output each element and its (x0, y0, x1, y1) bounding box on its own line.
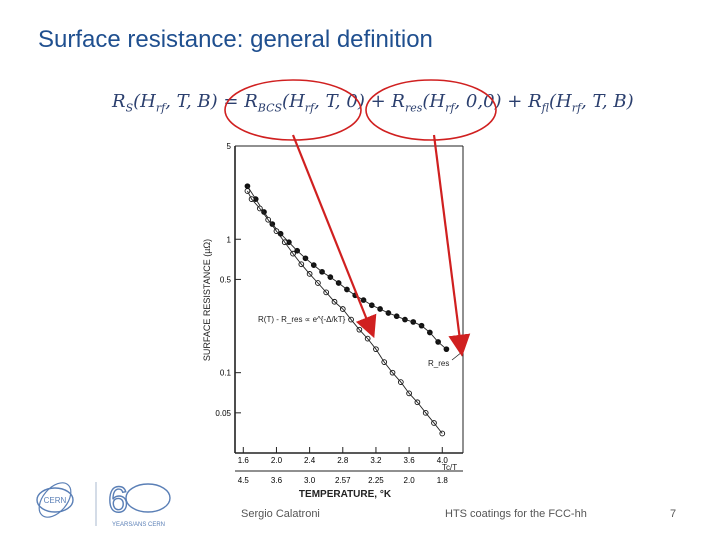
x-tick-label-top: 3.2 (370, 456, 382, 465)
formula-term-bcs: RBCS(Hrf, T, 0) (244, 91, 365, 115)
svg-text:CERN: CERN (44, 496, 67, 505)
y-tick-label: 5 (227, 142, 232, 151)
y-tick-label: 0.1 (220, 369, 232, 378)
x-tick-label-top: 4.0 (437, 456, 449, 465)
x-tick-label-top: 1.6 (238, 456, 250, 465)
x-axis-ticks: 1.6 2.0 2.4 2.8 3.2 3.6 4.0 4.5 3.6 3.0 2.57 2.25 2.… (235, 447, 463, 485)
plot-axes (234, 145, 464, 454)
slide-title: Surface resistance: general definition (38, 26, 433, 53)
svg-text:6: 6 (108, 479, 128, 520)
x-top-unit: Tc/T (442, 463, 457, 472)
x-axis-label: TEMPERATURE, °K (299, 489, 392, 500)
y-tick-label: 0.05 (215, 409, 231, 418)
footer-page-number: 7 (670, 508, 677, 520)
y-tick-label: 1 (227, 235, 232, 244)
annotation-exponential: R(T) - R_res ∝ e^{-Δ/kT} (258, 315, 346, 324)
y-axis-ticks: 5 1 0.5 0.1 0.05 (215, 142, 241, 418)
cern-60-years-logo: 6 YEARS/ANS CERN (107, 478, 171, 528)
rres-pointer (451, 351, 463, 361)
data-points (244, 183, 450, 437)
y-tick-label: 0.5 (220, 275, 232, 284)
cern-logos: CERN 6 YEARS/ANS CERN (36, 478, 171, 528)
x-tick-label-top: 3.6 (404, 456, 416, 465)
x-tick-label-top: 2.8 (337, 456, 349, 465)
x-tick-label-bottom: 2.0 (404, 476, 416, 485)
bcs-arrow (291, 134, 377, 339)
annotation-rres: R_res (428, 359, 449, 368)
surface-resistance-formula: RS(Hrf, T, B) = RBCS(Hrf, T, 0) + Rres(H… (112, 91, 634, 115)
formula-term-fl: Rfl(Hrf, T, B) (528, 91, 634, 115)
x-tick-label-bottom: 2.25 (368, 476, 384, 485)
x-tick-label-top: 2.4 (304, 456, 316, 465)
series-fit-line (247, 185, 447, 350)
svg-text:YEARS/ANS CERN: YEARS/ANS CERN (112, 522, 165, 528)
cern-logo: CERN (36, 482, 74, 518)
footer-author: Sergio Calatroni (241, 508, 320, 520)
y-axis-label: SURFACE RESISTANCE (µΩ) (202, 239, 212, 361)
x-tick-label-top: 2.0 (271, 456, 283, 465)
res-arrow (432, 134, 471, 357)
res-highlight-circle (365, 79, 497, 141)
bcs-highlight-circle (224, 79, 362, 141)
footer-topic: HTS coatings for the FCC-hh (445, 508, 587, 520)
x-tick-label-bottom: 3.6 (271, 476, 283, 485)
x-tick-label-bottom: 3.0 (304, 476, 316, 485)
x-tick-label-bottom: 4.5 (238, 476, 250, 485)
x-tick-label-bottom: 2.57 (335, 476, 351, 485)
series-fit-line (247, 190, 443, 434)
formula-lhs: RS(Hrf, T, B) (112, 91, 218, 115)
x-tick-label-bottom: 1.8 (437, 476, 449, 485)
